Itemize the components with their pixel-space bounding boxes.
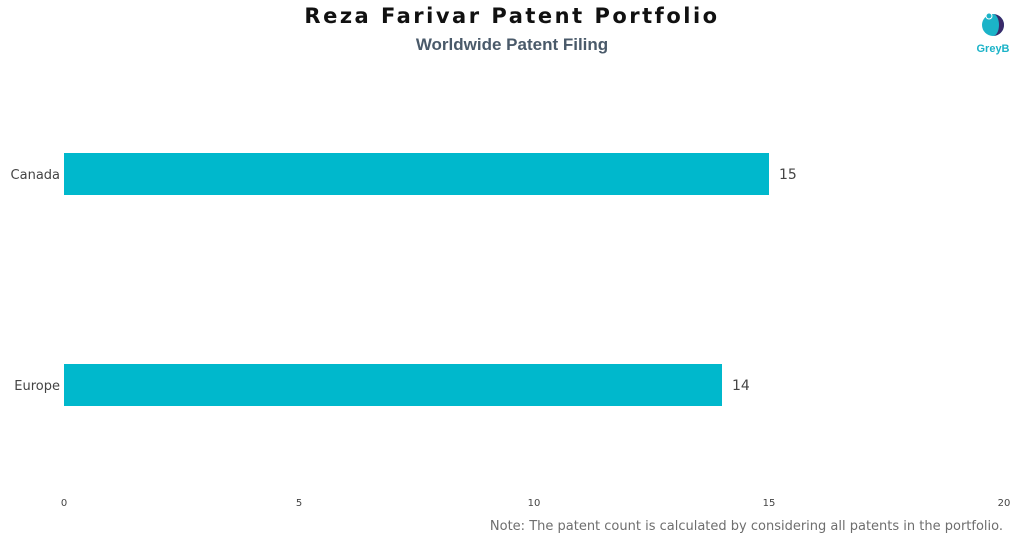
- data-label-canada: 15: [779, 167, 797, 183]
- bar-canada: [64, 153, 769, 195]
- greyb-logo: GreyB: [968, 8, 1018, 64]
- x-tick-label: 0: [61, 498, 67, 509]
- data-label-europe: 14: [732, 378, 750, 394]
- x-tick-label: 20: [998, 498, 1011, 509]
- x-tick-label: 10: [528, 498, 541, 509]
- x-tick-label: 5: [296, 498, 302, 509]
- footnote: Note: The patent count is calculated by …: [489, 519, 1003, 534]
- category-label-canada: Canada: [11, 168, 60, 183]
- bar-europe: [64, 364, 722, 406]
- greyb-logo-text: GreyB: [976, 43, 1010, 55]
- x-tick-label: 15: [763, 498, 776, 509]
- category-label-europe: Europe: [14, 379, 60, 394]
- chart-title: Reza Farivar Patent Portfolio: [304, 4, 720, 28]
- greyb-logo-icon: [982, 12, 1004, 36]
- chart-subtitle: Worldwide Patent Filing: [415, 35, 609, 54]
